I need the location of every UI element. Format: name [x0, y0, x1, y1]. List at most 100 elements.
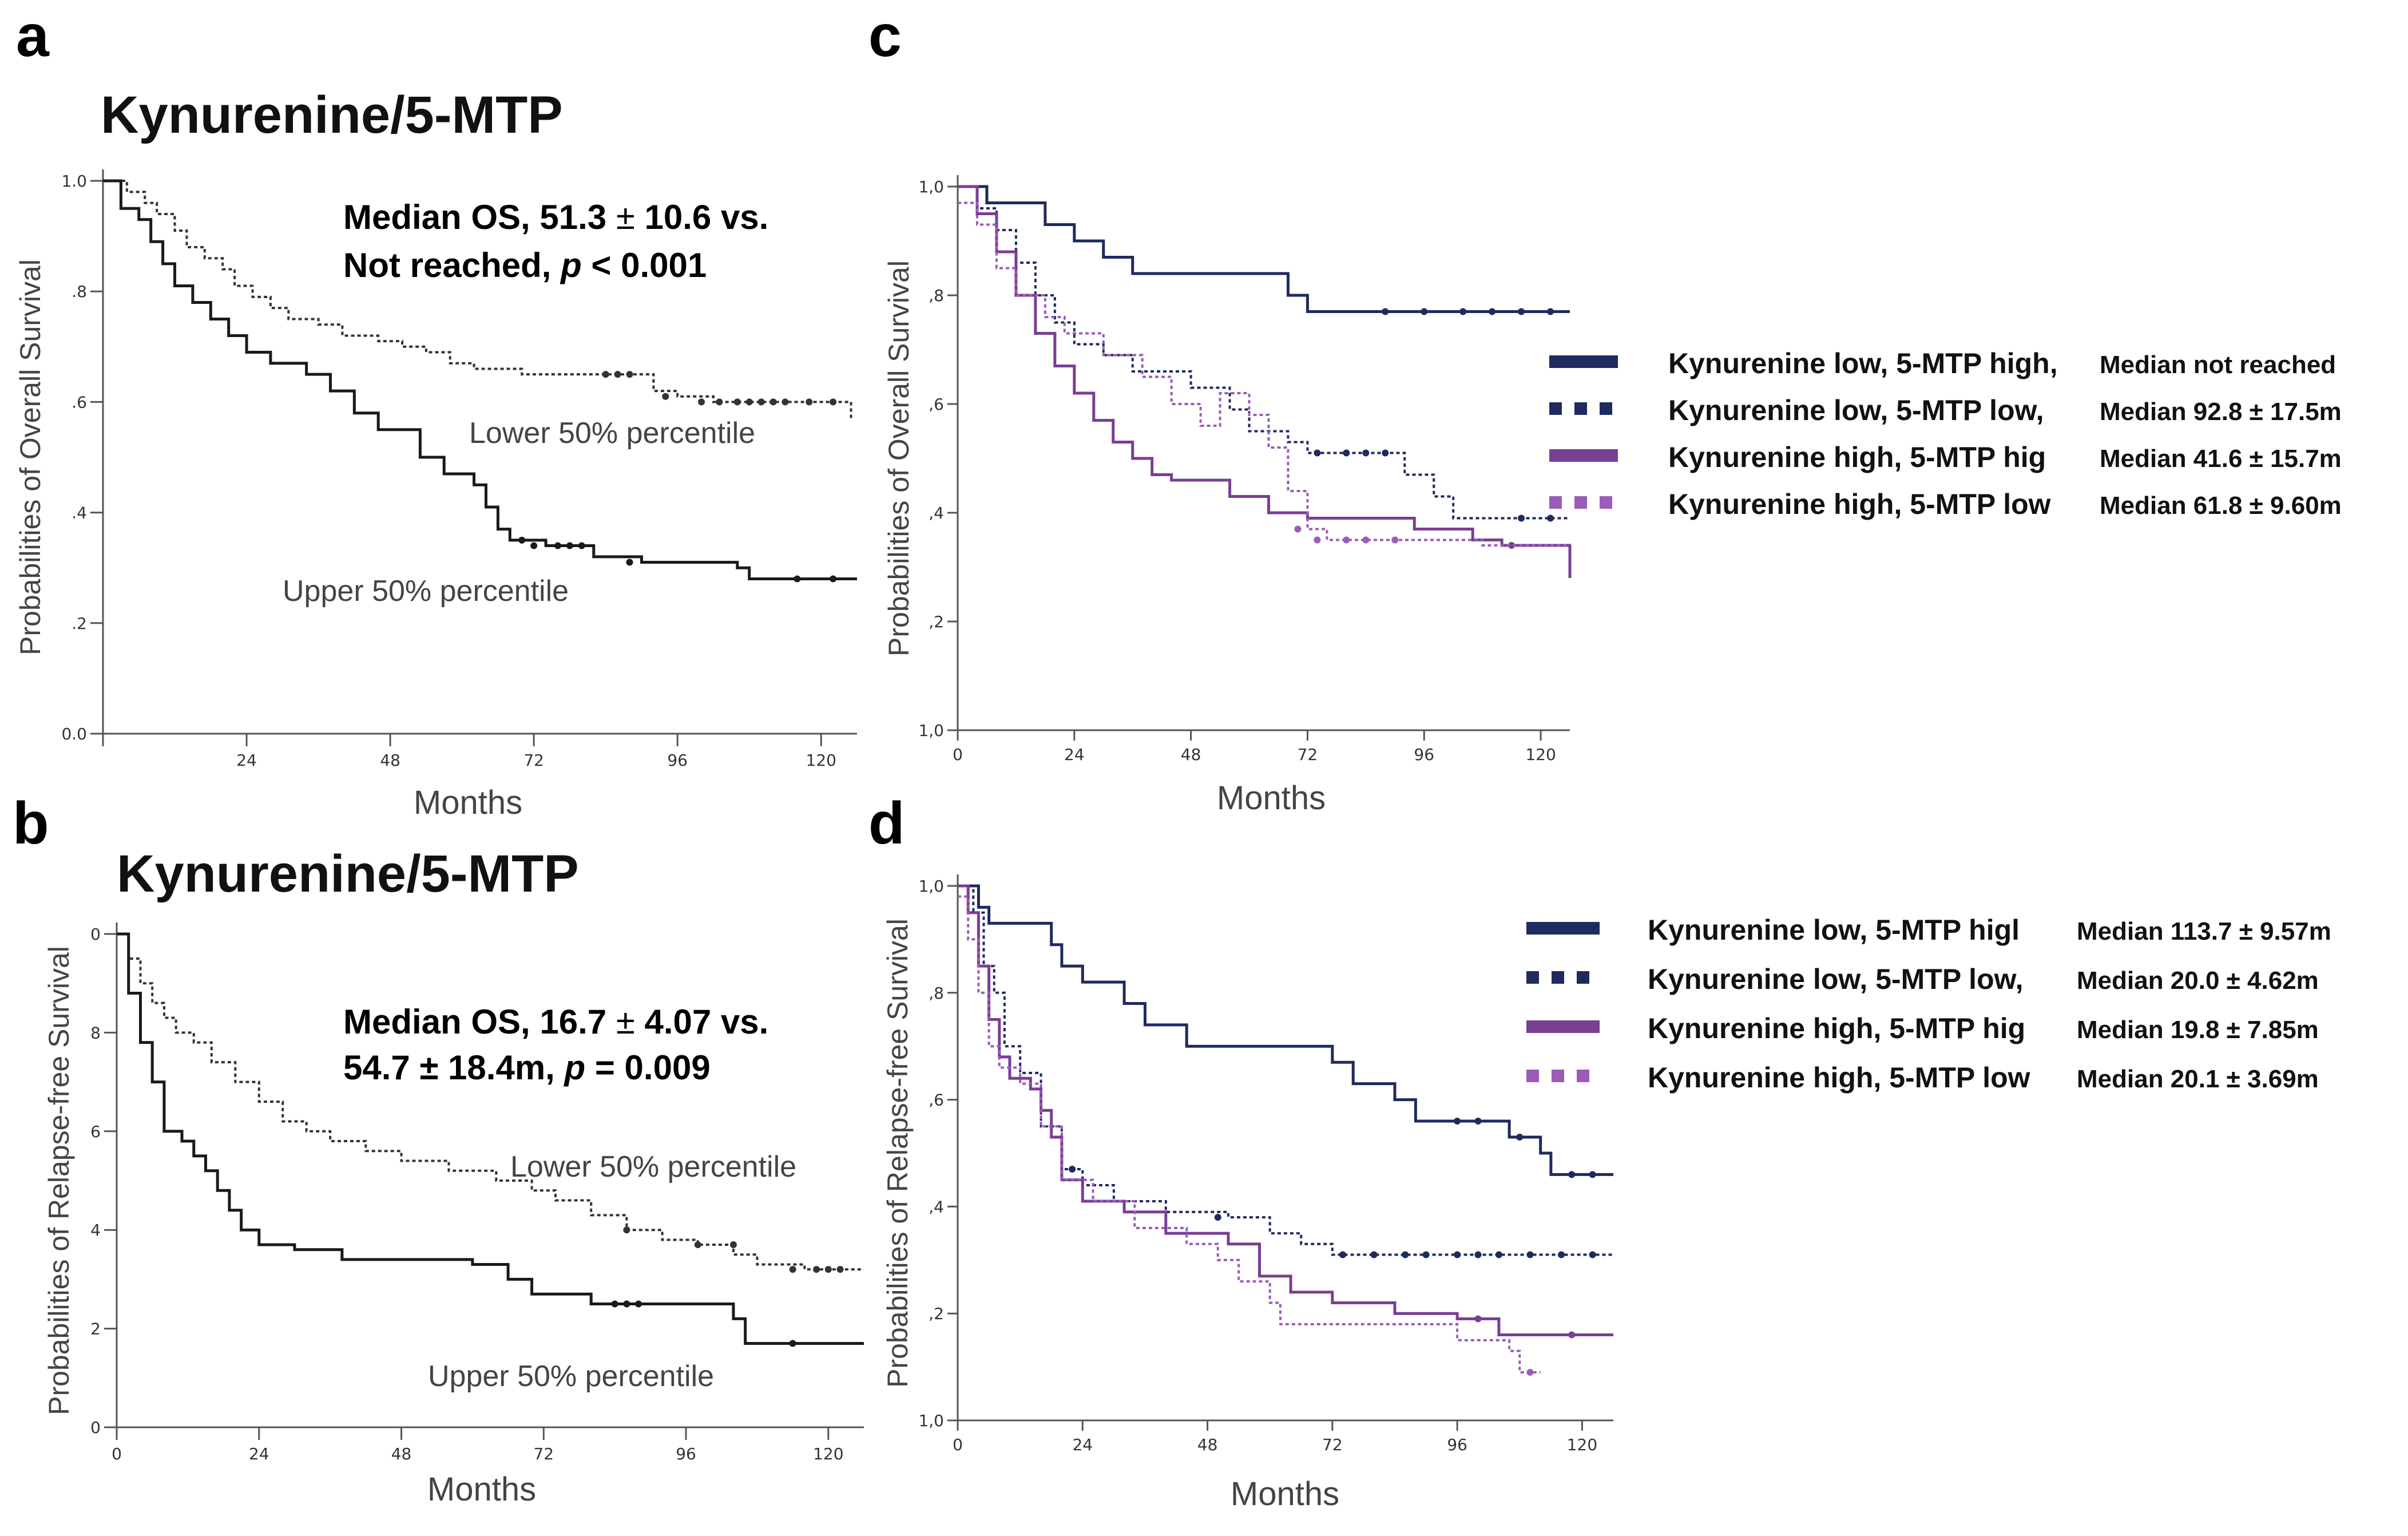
censor-mark — [1558, 1251, 1565, 1258]
x-tick-label: 24 — [249, 1444, 269, 1463]
panel-a-plot: 0.0 .2 .4 .6 .8 1.0 24 48 72 96 120 Months Probabili… — [14, 169, 857, 821]
legend-label-2: Kynurenine low, 5-MTP low, — [1648, 963, 2024, 995]
series-line-2 — [958, 885, 1613, 1256]
censor-mark — [1474, 1251, 1482, 1258]
panel-a-annotation-line1: Median OS, 51.3 ± 10.6 vs. — [343, 198, 768, 236]
censor-mark — [1526, 1368, 1534, 1376]
legend-label-3: Kynurenine high, 5-MTP hig — [1648, 1012, 2025, 1044]
censor-mark — [1495, 1251, 1502, 1258]
legend-median-4: Median 20.1 ± 3.69m — [2077, 1065, 2319, 1093]
panel-a-group-label-lower: Lower 50% percentile — [469, 417, 755, 450]
legend-median-2: Median 92.8 ± 17.5m — [2100, 398, 2342, 426]
y-tick-label: 2 — [90, 1320, 101, 1339]
censor-mark — [1489, 308, 1496, 315]
legend-median-3: Median 41.6 ± 15.7m — [2100, 445, 2342, 473]
censor-mark — [1314, 536, 1321, 544]
censor-mark — [781, 398, 789, 406]
censor-mark — [745, 398, 753, 406]
y-axis-label: Probabilities of Overall Survival — [883, 260, 915, 656]
y-tick-label: ,6 — [929, 1091, 944, 1110]
censor-mark — [614, 371, 621, 378]
censor-mark — [1343, 449, 1350, 457]
y-tick-label: .6 — [72, 393, 87, 411]
censor-mark — [1069, 1166, 1076, 1173]
censor-mark — [626, 371, 633, 378]
plots-layer: 0.0.2.4.6.81.024 48 72 96 120MonthsProbabili… — [14, 169, 2342, 1513]
panel-a-group-label-upper: Upper 50% percentile — [283, 575, 569, 608]
panel-b-annotation-line2: 54.7 ± 18.4m, p = 0.009 — [343, 1048, 711, 1087]
censor-mark — [806, 398, 813, 406]
legend-label-1: Kynurenine low, 5-MTP higl — [1648, 914, 2020, 946]
series-line-4 — [958, 201, 1570, 547]
panel-letter-b: b — [13, 790, 49, 857]
censor-mark — [1568, 1171, 1576, 1178]
series-line-2 — [958, 185, 1570, 520]
censor-mark — [1459, 308, 1467, 315]
censor-mark — [1589, 1171, 1596, 1178]
x-tick-label: 72 — [1298, 745, 1318, 764]
y-tick-label: ,2 — [929, 1304, 944, 1323]
y-tick-label: ,4 — [929, 504, 944, 522]
series-line-3 — [958, 884, 1613, 1337]
censor-mark — [1343, 536, 1350, 544]
legend-median-1: Median 113.7 ± 9.57m — [2077, 917, 2331, 945]
x-tick-label: 120 — [1525, 745, 1556, 764]
y-tick-label: ,8 — [929, 984, 944, 1003]
x-tick-label: 24 — [236, 751, 257, 770]
censor-mark — [623, 1226, 630, 1234]
y-tick-label: .4 — [72, 504, 87, 522]
censor-mark — [729, 1241, 737, 1249]
panel-b-group-label-lower: Lower 50% percentile — [510, 1150, 796, 1183]
legend-label-4: Kynurenine high, 5-MTP low — [1648, 1062, 2030, 1094]
x-tick-label: 96 — [667, 751, 688, 770]
y-tick-label: 1,0 — [918, 721, 944, 740]
censor-mark — [518, 536, 526, 544]
series-line-2 — [103, 179, 857, 581]
legend-median-3: Median 19.8 ± 7.85m — [2077, 1016, 2319, 1044]
censor-mark — [1508, 542, 1516, 549]
censor-mark — [733, 398, 741, 406]
series-line-4 — [958, 895, 1541, 1373]
legend-median-4: Median 61.8 ± 9.60m — [2100, 492, 2342, 520]
y-tick-label: ,2 — [929, 612, 944, 631]
censor-mark — [1518, 514, 1525, 522]
censor-mark — [578, 542, 585, 549]
y-tick-label: 0.0 — [61, 725, 87, 743]
censor-mark — [1422, 1251, 1430, 1258]
x-tick-label: 48 — [1181, 745, 1201, 764]
y-tick-label: 1,0 — [918, 177, 944, 196]
legend-label-2: Kynurenine low, 5-MTP low, — [1668, 394, 2044, 426]
censor-mark — [1339, 1251, 1347, 1258]
y-tick-label: ,8 — [929, 286, 944, 305]
x-axis-label: Months — [1231, 1475, 1339, 1513]
censor-mark — [1362, 536, 1370, 544]
x-tick-label: 0 — [953, 745, 963, 764]
censor-mark — [1362, 449, 1370, 457]
y-tick-label: .8 — [72, 282, 87, 301]
x-tick-label: 120 — [1567, 1435, 1597, 1454]
panel-c-plot: 1,0 ,2 ,4 ,6 ,8 1,0 0 24 48 72 96 120 Months Probabil… — [883, 175, 2342, 817]
censor-mark — [694, 1241, 701, 1249]
panel-a-title: Kynurenine/5-MTP — [101, 86, 563, 144]
x-tick-label: 48 — [380, 751, 400, 770]
y-tick-label: 1.0 — [61, 172, 87, 191]
x-tick-label: 96 — [1414, 745, 1434, 764]
x-tick-label: 96 — [676, 1444, 696, 1463]
legend-label-3: Kynurenine high, 5-MTP hig — [1668, 441, 2046, 473]
y-tick-label: 4 — [90, 1221, 101, 1240]
panel-letter-a: a — [16, 3, 50, 69]
y-tick-label: .2 — [72, 614, 87, 633]
censor-mark — [1382, 308, 1389, 315]
censor-mark — [1589, 1251, 1596, 1258]
censor-mark — [566, 542, 573, 549]
censor-mark — [530, 542, 538, 549]
y-axis-label: Probabilities of Relapse-free Survival — [43, 946, 75, 1415]
y-tick-label: ,4 — [929, 1197, 944, 1216]
panel-letter-d: d — [868, 790, 905, 857]
censor-mark — [602, 371, 609, 378]
legend-label-4: Kynurenine high, 5-MTP low — [1668, 488, 2051, 520]
censor-mark — [830, 398, 837, 406]
x-tick-label: 0 — [112, 1444, 122, 1463]
panel-b-group-label-upper: Upper 50% percentile — [428, 1360, 714, 1393]
